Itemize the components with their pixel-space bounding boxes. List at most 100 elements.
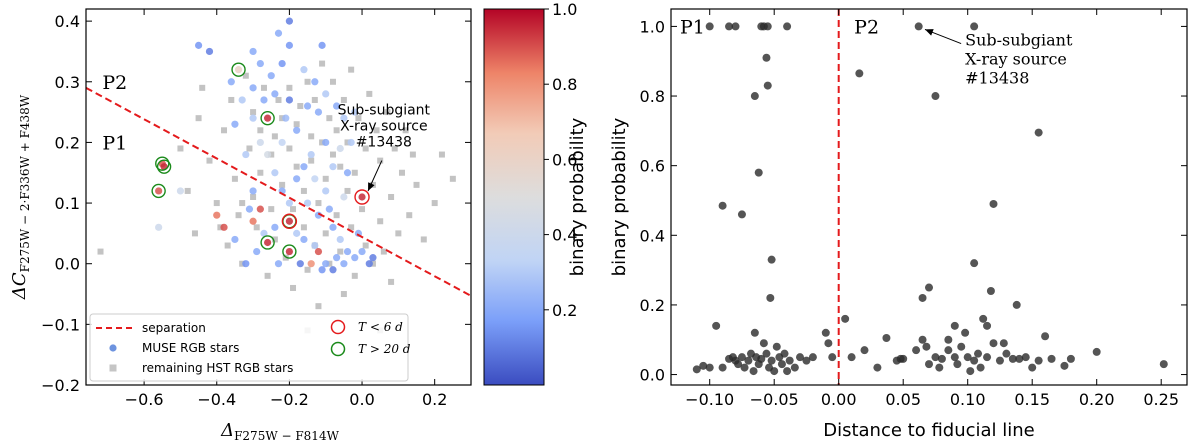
hst-star-marker: [377, 218, 384, 225]
star-marker: [744, 356, 753, 365]
hst-star-marker: [290, 284, 297, 291]
star-marker: [772, 342, 781, 351]
star-marker: [762, 349, 771, 358]
hst-star-marker: [409, 151, 416, 158]
right-plot-frame: [670, 8, 1188, 386]
hst-star-marker: [242, 72, 249, 79]
muse-star-marker: [322, 187, 330, 195]
muse-star-marker: [285, 217, 293, 225]
x-tick-label: 0.05: [885, 390, 921, 409]
star-marker: [989, 339, 998, 348]
muse-star-marker: [333, 102, 341, 110]
muse-star-marker: [318, 266, 326, 274]
legend-swatch-short-period: [330, 319, 346, 335]
hst-star-marker: [319, 60, 326, 67]
star-marker: [970, 22, 979, 31]
hst-star-marker: [420, 236, 427, 243]
hst-star-marker: [308, 157, 315, 164]
star-marker: [1034, 356, 1043, 365]
region-label-p1-right: P1: [680, 16, 705, 38]
star-marker: [770, 367, 779, 376]
hst-star-marker: [293, 163, 300, 170]
hst-star-marker: [322, 175, 329, 182]
star-marker: [935, 363, 944, 372]
star-marker: [780, 349, 789, 358]
muse-star-marker: [242, 260, 250, 268]
star-marker: [1066, 354, 1075, 363]
muse-star-marker: [274, 29, 283, 37]
muse-star-marker: [303, 199, 312, 207]
muse-star-marker: [365, 260, 373, 268]
muse-star-marker: [336, 144, 344, 153]
hst-star-marker: [235, 212, 242, 219]
muse-star-marker: [267, 72, 275, 80]
hst-star-marker: [250, 194, 257, 200]
hst-star-marker: [326, 115, 333, 122]
star-marker: [912, 346, 921, 355]
star-marker: [750, 328, 759, 337]
region-label-p2-left: P2: [102, 72, 127, 94]
right-panel: −0.10 −0.05 0.00 0.05 0.10 0.15 0.20 0.25 0.0 0.2…: [609, 8, 1188, 441]
y-tick-label: 0.2: [55, 133, 80, 152]
star-marker: [918, 293, 927, 302]
star-marker: [705, 22, 714, 31]
hst-star-marker: [97, 248, 104, 255]
hst-star-marker: [257, 169, 264, 176]
annotation-line-2: X-ray source: [340, 119, 428, 135]
muse-star-marker: [347, 138, 355, 147]
muse-star-marker: [311, 241, 319, 250]
muse-star-marker: [307, 150, 315, 159]
star-marker: [986, 287, 995, 295]
star-marker: [777, 360, 786, 369]
y-tick-label: −0.2: [41, 376, 80, 395]
star-marker: [950, 321, 959, 330]
star-marker: [783, 367, 792, 376]
muse-star-marker: [285, 41, 293, 49]
star-marker: [705, 363, 714, 372]
x-tick-label: 0.0: [349, 390, 374, 409]
y-tick-label: 0.0: [640, 366, 665, 385]
hst-star-marker: [279, 181, 286, 188]
right-axes: −0.10 −0.05 0.00 0.05 0.10 0.15 0.20 0.25 0.0 0.2…: [640, 9, 1187, 409]
long-period-ring: [260, 110, 275, 126]
star-marker: [855, 69, 864, 78]
muse-star-marker: [231, 235, 239, 244]
annotation-arrowhead: [368, 182, 375, 191]
hst-star-marker: [275, 96, 282, 103]
star-marker: [762, 53, 771, 62]
muse-star-marker: [285, 199, 293, 207]
hst-star-marker: [431, 200, 438, 207]
hst-star-marker: [340, 291, 347, 298]
hst-star-marker: [297, 103, 304, 110]
long-period-ring: [282, 244, 297, 259]
star-marker: [925, 360, 933, 369]
hst-star-marker: [300, 224, 307, 231]
star-marker: [950, 353, 959, 362]
hst-star-marker: [308, 133, 315, 140]
star-marker: [899, 354, 908, 363]
star-marker: [1159, 360, 1168, 369]
muse-star-marker: [256, 138, 264, 147]
colorbar: 0.2 0.4 0.6 0.8 1.0 binary probability: [483, 0, 588, 386]
star-marker: [828, 353, 837, 362]
muse-star-marker: [369, 254, 377, 262]
colorbar-ticks: 0.2 0.4 0.6 0.8 1.0: [544, 0, 577, 320]
legend-label-long-period: T > 20 d: [358, 342, 411, 356]
muse-star-marker: [336, 235, 344, 244]
muse-star-marker: [340, 193, 348, 201]
right-y-axis-label: binary probability: [609, 117, 630, 276]
hst-star-marker: [402, 127, 409, 134]
muse-star-markers: [155, 17, 377, 274]
star-marker: [699, 361, 708, 370]
muse-star-marker: [264, 238, 272, 247]
y-tick-label: 1.0: [640, 17, 665, 36]
star-marker: [937, 354, 946, 363]
star-marker: [734, 360, 743, 369]
left-panel: −0.6 −0.4 −0.2 0.0 0.2 −0.2 −0.1 0.0 0.1 0.2 0.3 0.…: [9, 8, 472, 441]
star-marker: [847, 353, 856, 362]
muse-star-marker: [329, 163, 337, 171]
muse-star-marker: [249, 114, 257, 122]
star-marker: [749, 367, 758, 376]
hst-star-marker: [377, 157, 384, 164]
x-tick-label: 0.25: [1143, 390, 1179, 409]
